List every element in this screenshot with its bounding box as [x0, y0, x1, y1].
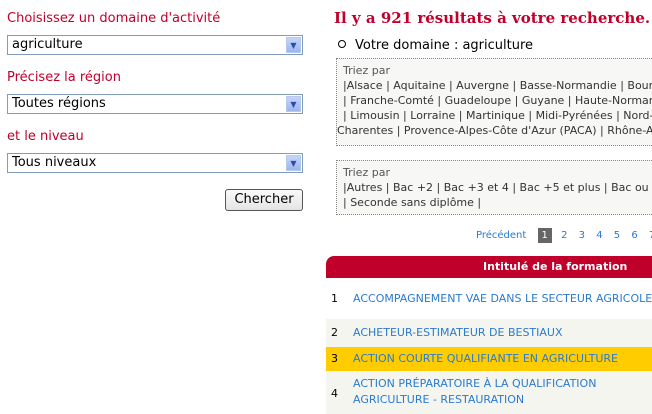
domain-line: Votre domaine : agriculture: [338, 38, 533, 53]
region-label: Précisez la région: [7, 70, 121, 85]
region-sort-box: Triez par |Alsace | Aquitaine | Auvergne…: [336, 58, 652, 146]
row-link[interactable]: ACTION COURTE QUALIFIANTE EN AGRICULTURE: [353, 352, 618, 365]
row-link[interactable]: ACHETEUR-ESTIMATEUR DE BESTIAUX: [353, 326, 563, 339]
page-link[interactable]: 4: [596, 230, 603, 241]
chevron-down-icon[interactable]: ▼: [286, 155, 301, 171]
level-links[interactable]: |Autres | Bac +2 | Bac +3 et 4 | Bac +5 …: [343, 181, 652, 194]
level-label: et le niveau: [7, 129, 84, 144]
page-link[interactable]: 6: [631, 230, 638, 241]
page-current[interactable]: 1: [537, 228, 552, 243]
chevron-down-icon[interactable]: ▼: [286, 96, 301, 112]
results-panel: Il y a 921 résultats à votre recherche. …: [326, 0, 652, 414]
page-link[interactable]: 7: [649, 230, 652, 241]
page-link[interactable]: 2: [561, 230, 568, 241]
pagination: Précédent 1 2 3 4 5 6 7: [476, 228, 652, 243]
region-links[interactable]: Charentes | Provence-Alpes-Côte d'Azur (…: [337, 124, 652, 137]
previous-link[interactable]: Précédent: [476, 230, 527, 241]
row-number: 1: [331, 292, 338, 305]
table-row: 1 ACCOMPAGNEMENT VAE DANS LE SECTEUR AGR…: [326, 279, 652, 319]
chevron-down-icon[interactable]: ▼: [286, 37, 301, 53]
row-number: 4: [331, 387, 338, 400]
table-row: 4 ACTION PRÉPARATOIRE À LA QUALIFICATION…: [326, 371, 652, 414]
domain-label: Choisissez un domaine d'activité: [7, 11, 221, 26]
column-title: Intitulé de la formation: [483, 260, 628, 273]
region-select[interactable]: Toutes régions ▼: [7, 94, 303, 114]
search-button[interactable]: Chercher: [225, 189, 303, 211]
table-header: Intitulé de la formation: [326, 256, 652, 278]
level-links[interactable]: | Seconde sans diplôme |: [343, 196, 482, 209]
page-link[interactable]: 3: [578, 230, 585, 241]
sort-heading: Triez par: [343, 64, 390, 77]
page-link[interactable]: 5: [613, 230, 621, 241]
level-value: Tous niveaux: [12, 155, 97, 170]
domain-value: agriculture: [12, 37, 83, 52]
table-row: 3 ACTION COURTE QUALIFIANTE EN AGRICULTU…: [326, 347, 652, 371]
row-number: 2: [331, 326, 338, 339]
level-select[interactable]: Tous niveaux ▼: [7, 153, 303, 173]
region-links[interactable]: | Franche-Comté | Guadeloupe | Guyane | …: [343, 94, 652, 107]
region-links[interactable]: |Alsace | Aquitaine | Auvergne | Basse-N…: [343, 79, 652, 92]
region-value: Toutes régions: [12, 96, 106, 111]
results-title: Il y a 921 résultats à votre recherche.: [334, 9, 651, 27]
domain-text: Votre domaine : agriculture: [355, 38, 534, 53]
bullet-icon: [338, 40, 346, 48]
table-row: 2 ACHETEUR-ESTIMATEUR DE BESTIAUX: [326, 319, 652, 347]
row-link[interactable]: ACCOMPAGNEMENT VAE DANS LE SECTEUR AGRIC…: [353, 292, 652, 305]
row-number: 3: [331, 352, 338, 365]
sort-heading: Triez par: [343, 166, 390, 179]
row-link[interactable]: ACTION PRÉPARATOIRE À LA QUALIFICATION A…: [353, 377, 597, 406]
domain-select[interactable]: agriculture ▼: [7, 35, 303, 55]
region-links[interactable]: | Limousin | Lorraine | Martinique | Mid…: [343, 109, 652, 122]
level-sort-box: Triez par |Autres | Bac +2 | Bac +3 et 4…: [336, 160, 652, 215]
